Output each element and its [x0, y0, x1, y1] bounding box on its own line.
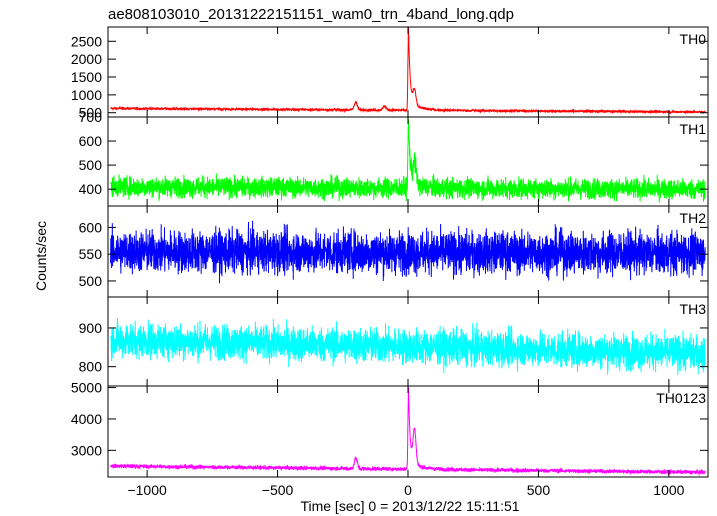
panel-label: TH1 [680, 121, 707, 137]
y-tick-label: 5000 [71, 380, 102, 396]
y-tick-label: 700 [79, 109, 103, 125]
y-tick-label: 900 [79, 320, 103, 336]
trace-th2 [110, 220, 706, 284]
x-tick-label: 0 [404, 482, 412, 498]
y-axis-label: Counts/sec [33, 221, 49, 291]
panel-th2: 500 550 600 TH2 [79, 205, 709, 298]
panel-label: TH0 [680, 31, 707, 47]
panel-label: TH0123 [656, 390, 706, 406]
x-axis-label: Time [sec] 0 = 2013/12/22 15:11:51 [300, 498, 519, 514]
panel-th1: 400 500 600 700 TH1 [79, 109, 709, 207]
x-tick-label: −1000 [127, 482, 167, 498]
y-tick-label: 800 [79, 359, 103, 375]
y-tick-label: 600 [79, 133, 103, 149]
trace-th3 [110, 317, 706, 375]
y-tick-label: 2000 [71, 51, 102, 67]
y-tick-label: 500 [79, 105, 103, 121]
trace-th0123 [110, 387, 706, 477]
panel-label: TH2 [680, 210, 707, 226]
chart-title: ae808103010_20131222151151_wam0_trn_4ban… [108, 6, 514, 23]
x-tick-label: 1000 [653, 482, 684, 498]
y-tick-label: 600 [79, 219, 103, 235]
y-tick-label: 1500 [71, 69, 102, 85]
y-tick-label: 2500 [71, 33, 102, 49]
y-tick-label: 500 [79, 157, 103, 173]
panel-th0: 500 1000 1500 2000 2500 TH0 [71, 26, 709, 121]
panel-label: TH3 [680, 301, 707, 317]
trace-th0 [110, 27, 706, 115]
x-tick-label: −500 [262, 482, 294, 498]
x-tick-label: 500 [527, 482, 551, 498]
y-tick-label: 400 [79, 181, 103, 197]
y-tick-label: 3000 [71, 442, 102, 458]
y-tick-label: 500 [79, 273, 103, 289]
panel-th0123: 3000 4000 5000 TH0123 [71, 380, 709, 478]
y-tick-label: 4000 [71, 411, 102, 427]
trace-th1 [110, 118, 706, 203]
y-tick-label: 550 [79, 246, 103, 262]
panel-th3: 800 900 TH3 [79, 296, 709, 387]
y-tick-label: 1000 [71, 87, 102, 103]
